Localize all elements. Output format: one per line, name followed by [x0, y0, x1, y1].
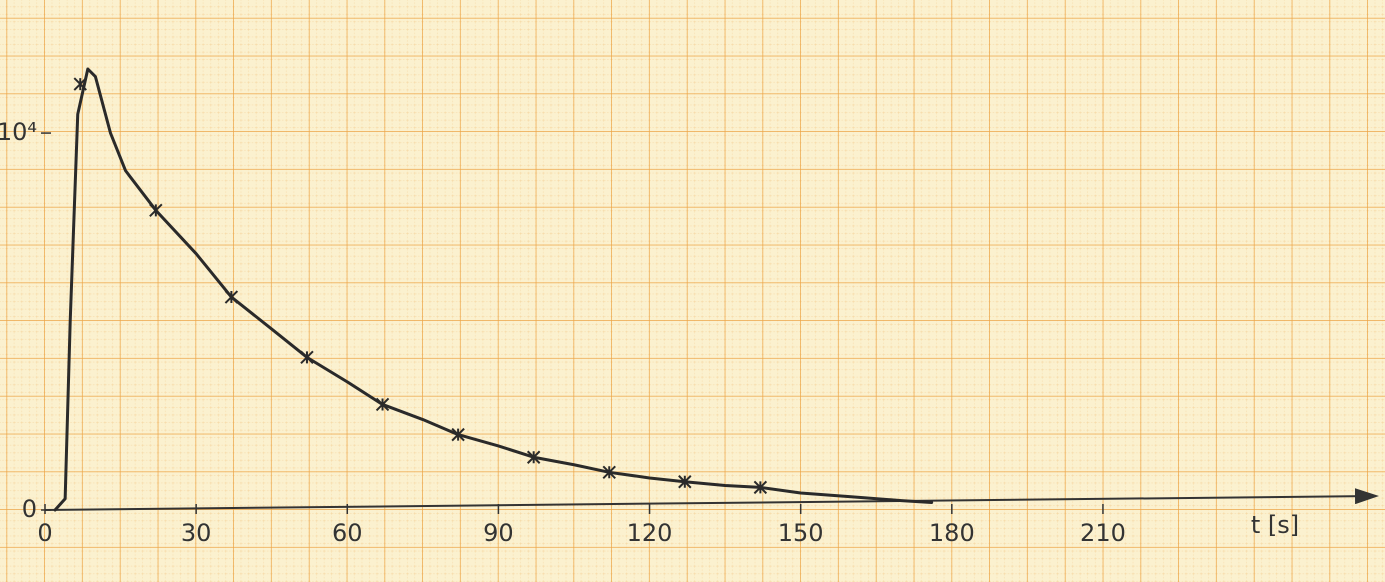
y-tick-label: 10⁴	[0, 118, 37, 146]
x-tick-label: 150	[778, 519, 824, 547]
x-tick-label: 180	[929, 519, 975, 547]
x-tick-label: 90	[483, 519, 514, 547]
x-tick-label: 210	[1080, 519, 1126, 547]
x-tick-label: 60	[332, 519, 363, 547]
x-axis-label: t [s]	[1251, 511, 1299, 539]
chart: t [s] 0 30 60 90 120 150 180 210 0 10⁴	[0, 0, 1385, 582]
x-tick-label: 0	[37, 519, 52, 547]
y-tick-label: 0	[22, 495, 37, 523]
x-tick-label: 30	[181, 519, 212, 547]
x-tick-label: 120	[627, 519, 673, 547]
graph-paper-grid	[0, 0, 1385, 582]
